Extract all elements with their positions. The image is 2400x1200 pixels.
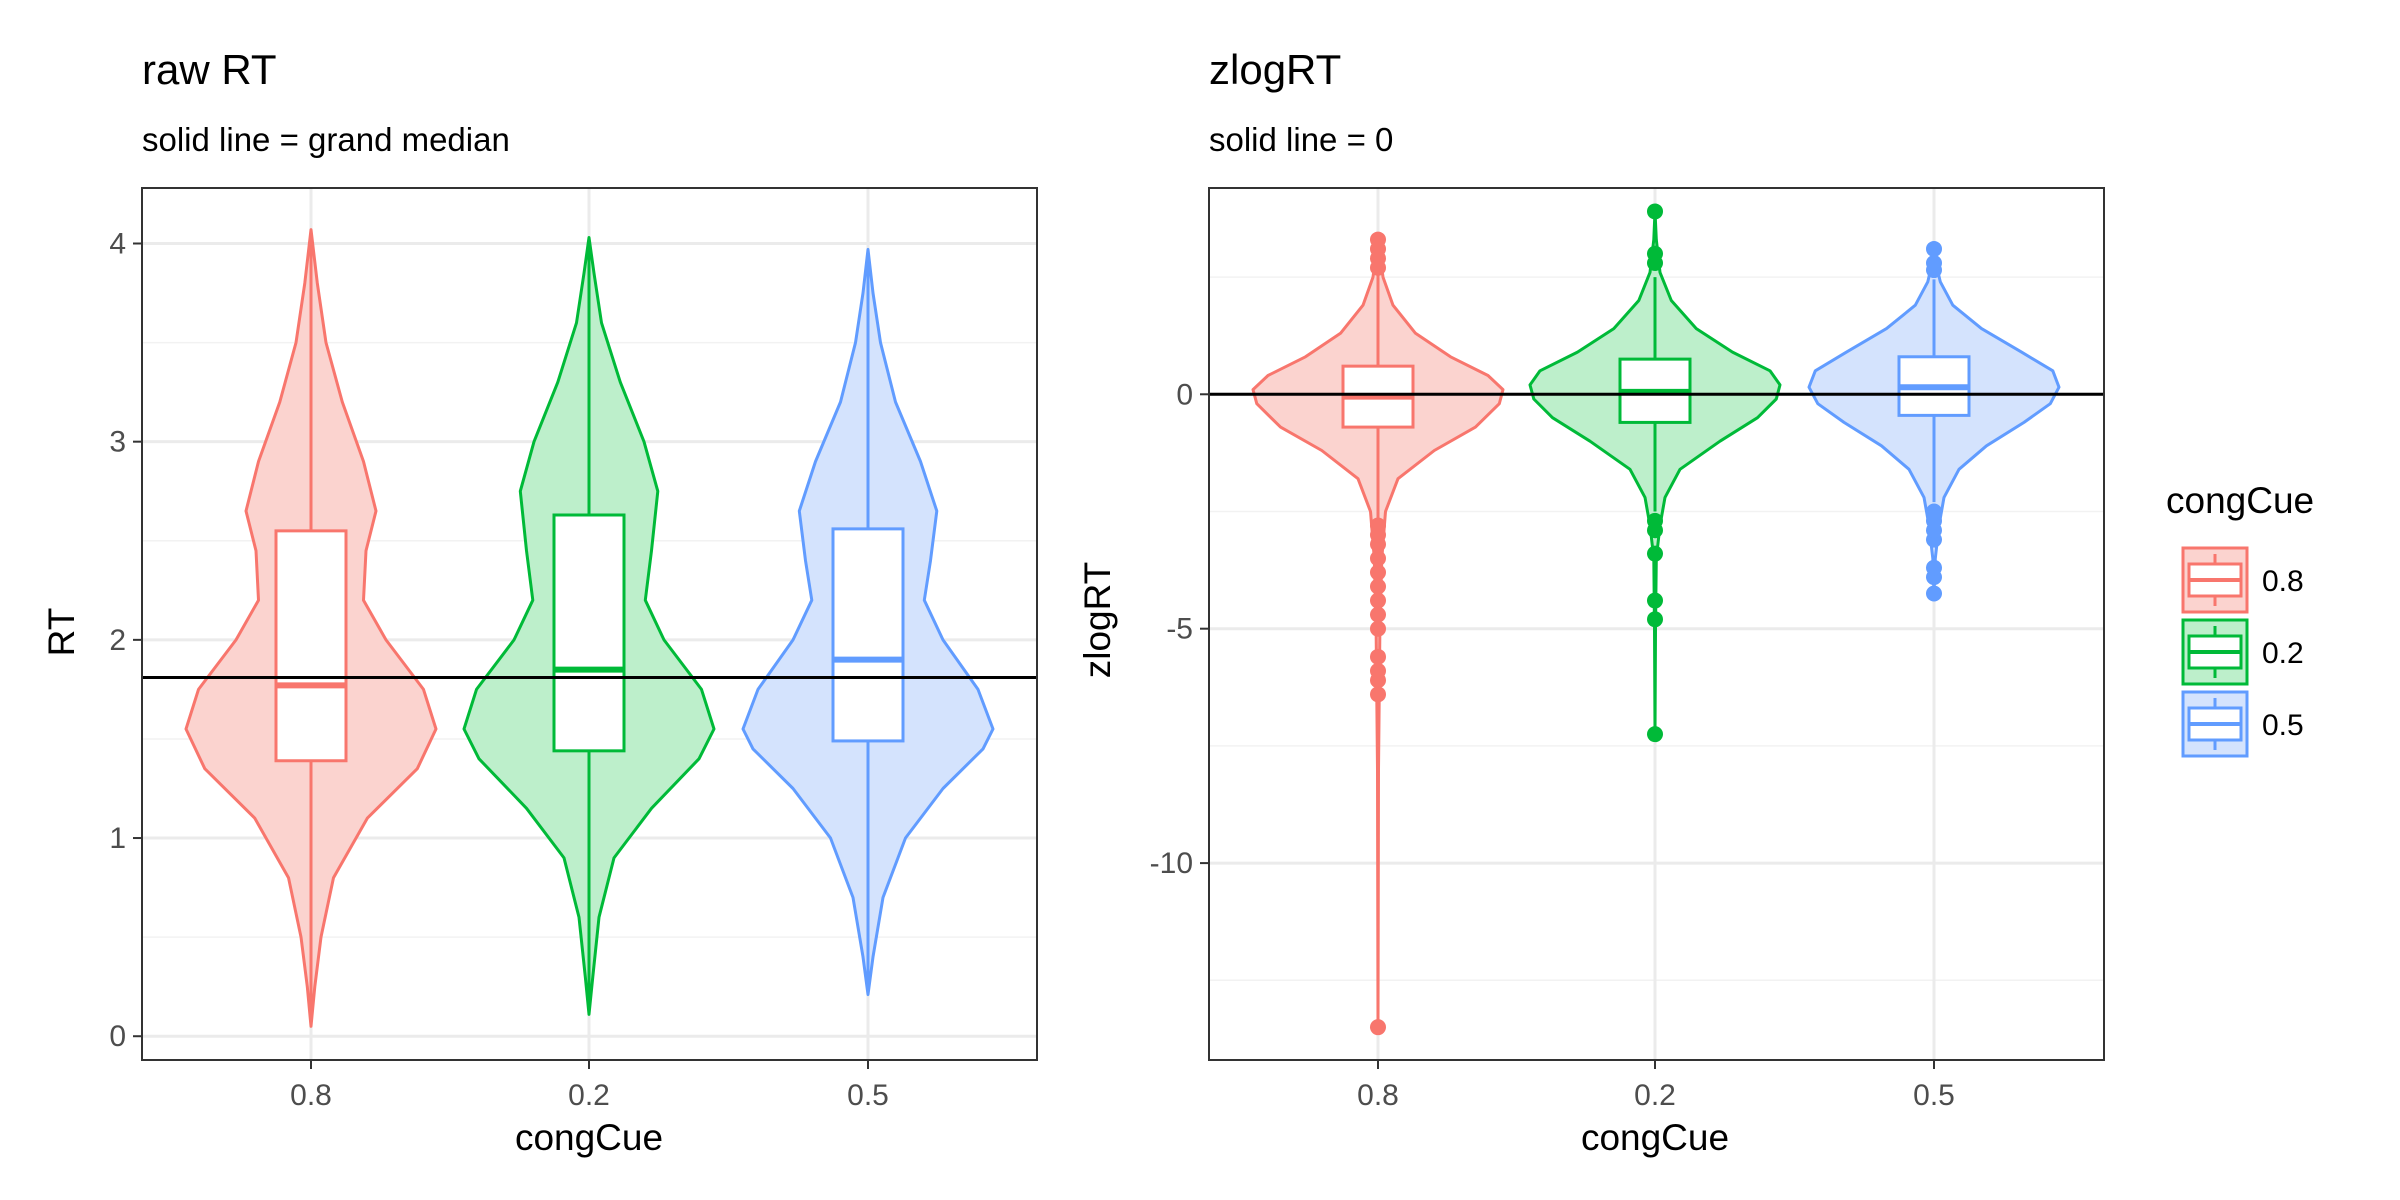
legend-key-0.2: 0.2 bbox=[2181, 618, 2304, 686]
outlier-point-0.2 bbox=[1647, 545, 1663, 562]
outlier-point-0.8 bbox=[1370, 662, 1386, 679]
y-tick-label: -10 bbox=[1150, 847, 1193, 880]
y-tick-label: 2 bbox=[109, 624, 126, 657]
outlier-point-0.2 bbox=[1647, 592, 1663, 609]
legend-label: 0.5 bbox=[2262, 709, 2304, 742]
outlier-point-0.5 bbox=[1926, 503, 1942, 520]
outlier-point-0.8 bbox=[1370, 620, 1386, 637]
left-x-axis-label: congCue bbox=[515, 1117, 663, 1158]
legend-keys: 0.8 0.2 0.5 bbox=[2181, 546, 2304, 758]
right-chart-subtitle: solid line = 0 bbox=[1209, 121, 1393, 158]
outlier-point-0.8 bbox=[1370, 648, 1386, 665]
legend-key-0.5: 0.5 bbox=[2181, 690, 2304, 758]
outlier-point-0.2 bbox=[1647, 245, 1663, 262]
outlier-point-0.8 bbox=[1370, 606, 1386, 623]
outlier-point-0.8 bbox=[1370, 1019, 1386, 1036]
x-tick-label: 0.2 bbox=[568, 1079, 610, 1112]
box-0.8 bbox=[274, 529, 348, 763]
legend-title: congCue bbox=[2166, 480, 2314, 521]
y-tick-label: 3 bbox=[109, 426, 126, 459]
y-tick-label: 1 bbox=[109, 822, 126, 855]
y-tick-label: 4 bbox=[109, 227, 126, 260]
x-tick-label: 0.5 bbox=[847, 1079, 889, 1112]
box-0.2 bbox=[552, 513, 626, 753]
right-chart-title: zlogRT bbox=[1209, 46, 1341, 93]
outlier-point-0.8 bbox=[1370, 578, 1386, 595]
y-tick-label: 0 bbox=[109, 1020, 126, 1053]
outlier-point-0.2 bbox=[1647, 203, 1663, 220]
left-chart-subtitle: solid line = grand median bbox=[142, 121, 510, 158]
outlier-point-0.5 bbox=[1926, 240, 1942, 257]
right-y-axis-label: zlogRT bbox=[1077, 562, 1118, 679]
legend-key-0.8: 0.8 bbox=[2181, 546, 2304, 614]
right-plot-panel: -10 -5 0 0.8 0.2 0.5 bbox=[1150, 187, 2105, 1112]
outlier-point-0.5 bbox=[1926, 559, 1942, 576]
outlier-point-0.8 bbox=[1370, 231, 1386, 248]
legend: congCue 0.8 0.2 0.5 bbox=[2166, 480, 2314, 758]
y-tick-label: 0 bbox=[1176, 378, 1193, 411]
outlier-point-0.5 bbox=[1926, 585, 1942, 602]
outlier-point-0.8 bbox=[1370, 517, 1386, 534]
left-plot-panel: 0 1 2 3 4 0.8 0.2 0.5 bbox=[109, 187, 1038, 1112]
outlier-point-0.2 bbox=[1647, 726, 1663, 743]
outlier-point-0.8 bbox=[1370, 686, 1386, 703]
x-tick-label: 0.8 bbox=[290, 1079, 332, 1112]
x-tick-label: 0.5 bbox=[1913, 1079, 1955, 1112]
outlier-point-0.8 bbox=[1370, 592, 1386, 609]
y-tick-label: -5 bbox=[1166, 613, 1193, 646]
x-tick-label: 0.8 bbox=[1357, 1079, 1399, 1112]
x-tick-label: 0.2 bbox=[1634, 1079, 1676, 1112]
panel-border bbox=[1208, 187, 2105, 1061]
outlier-point-0.8 bbox=[1370, 564, 1386, 581]
box-0.5 bbox=[831, 527, 905, 743]
outlier-point-0.2 bbox=[1647, 611, 1663, 628]
legend-label: 0.2 bbox=[2262, 637, 2304, 670]
left-y-axis-label: RT bbox=[41, 608, 82, 657]
legend-label: 0.8 bbox=[2262, 565, 2304, 598]
outlier-point-0.8 bbox=[1370, 550, 1386, 567]
outlier-point-0.5 bbox=[1926, 255, 1942, 272]
outlier-point-0.2 bbox=[1647, 512, 1663, 529]
left-chart-title: raw RT bbox=[142, 46, 277, 93]
right-x-axis-label: congCue bbox=[1581, 1117, 1729, 1158]
